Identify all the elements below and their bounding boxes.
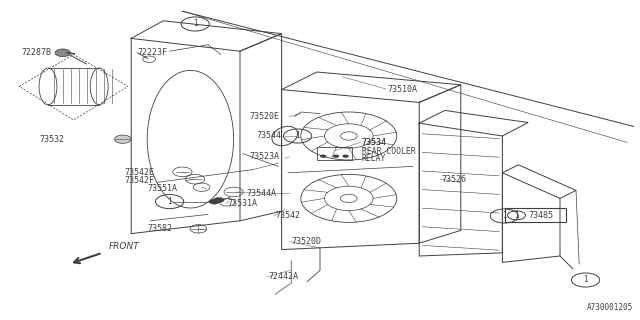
Text: 1: 1 [583, 276, 588, 284]
Text: FRONT: FRONT [109, 242, 140, 251]
Text: 73523A: 73523A [250, 152, 280, 161]
Text: 1: 1 [167, 197, 172, 206]
Circle shape [115, 135, 131, 143]
Text: 72287B: 72287B [21, 48, 51, 57]
Circle shape [320, 155, 326, 158]
Text: 1: 1 [502, 212, 507, 220]
Text: 73510A: 73510A [387, 85, 417, 94]
Circle shape [333, 155, 339, 158]
Text: 73542F: 73542F [125, 176, 155, 185]
Text: 73532: 73532 [39, 135, 64, 144]
Text: 73520D: 73520D [291, 237, 321, 246]
Circle shape [342, 155, 349, 158]
Text: 73534: 73534 [362, 138, 387, 147]
Text: 73526: 73526 [442, 175, 467, 184]
Circle shape [214, 197, 224, 203]
Circle shape [55, 49, 70, 57]
Text: A730001205: A730001205 [588, 303, 634, 312]
Circle shape [209, 199, 220, 204]
Text: 73534: 73534 [362, 138, 387, 147]
Text: 73582: 73582 [147, 224, 172, 233]
Text: 73520E: 73520E [250, 112, 280, 121]
Text: REAR COOLER: REAR COOLER [362, 147, 415, 156]
Text: RELAY: RELAY [362, 154, 386, 163]
Text: 72223F: 72223F [138, 48, 168, 57]
Text: 73544A: 73544A [246, 189, 276, 198]
Text: 1: 1 [295, 132, 300, 140]
Text: 72442A: 72442A [269, 272, 299, 281]
Text: 1: 1 [514, 211, 519, 220]
Text: 73485: 73485 [528, 211, 553, 220]
Text: 1: 1 [193, 20, 198, 28]
Text: 73542: 73542 [275, 212, 300, 220]
Text: 73551A: 73551A [147, 184, 177, 193]
Text: 73542E: 73542E [125, 168, 155, 177]
Text: 73544: 73544 [256, 132, 281, 140]
Text: 73531A: 73531A [227, 199, 257, 208]
